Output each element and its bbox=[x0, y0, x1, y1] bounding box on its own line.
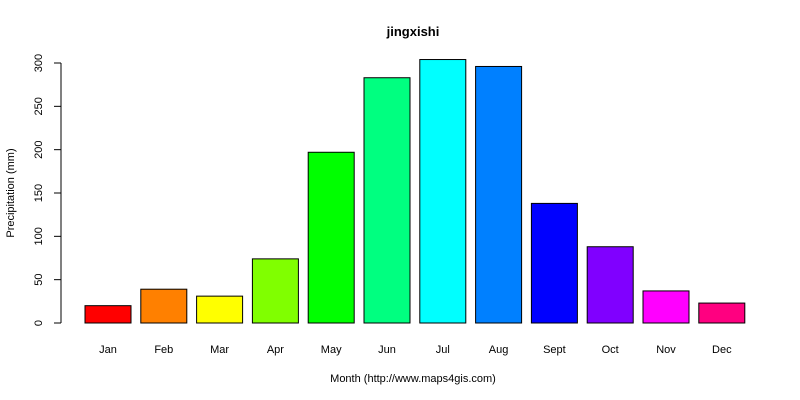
y-tick-label: 0 bbox=[33, 320, 45, 326]
bar-jul bbox=[419, 59, 467, 324]
x-tick-label: Sept bbox=[543, 344, 566, 356]
x-tick-label: Aug bbox=[489, 344, 509, 356]
chart-title: jingxishi bbox=[386, 24, 440, 39]
x-axis-labels: Jan Feb Mar Apr May Jun Jul Aug Sept Oct Nov Dec bbox=[99, 344, 732, 356]
x-tick-label: Mar bbox=[210, 344, 229, 356]
x-tick-label: Apr bbox=[267, 344, 284, 356]
bars bbox=[84, 59, 746, 324]
y-axis: 0 50 100 150 200 250 300 bbox=[33, 54, 62, 326]
x-tick-label: Dec bbox=[712, 344, 732, 356]
y-tick-label: 150 bbox=[33, 184, 45, 202]
bar-aug bbox=[475, 65, 523, 324]
x-tick-label: Feb bbox=[154, 344, 173, 356]
x-axis-title: Month (http://www.maps4gis.com) bbox=[330, 373, 496, 385]
bar-apr bbox=[251, 258, 299, 324]
x-tick-label: Jul bbox=[436, 344, 450, 356]
y-tick-label: 100 bbox=[33, 227, 45, 245]
y-axis-title: Precipitation (mm) bbox=[5, 148, 17, 237]
bar-oct bbox=[586, 246, 634, 324]
bar-sept bbox=[530, 202, 578, 324]
bar-nov bbox=[642, 290, 690, 324]
bar-feb bbox=[140, 288, 188, 324]
y-tick-label: 50 bbox=[33, 274, 45, 286]
bar-jun bbox=[363, 77, 411, 324]
y-tick-label: 300 bbox=[33, 54, 45, 72]
bar-jan bbox=[84, 305, 132, 324]
x-tick-label: Jun bbox=[378, 344, 396, 356]
y-tick-label: 200 bbox=[33, 140, 45, 158]
y-tick-label: 250 bbox=[33, 97, 45, 115]
x-tick-label: Jan bbox=[99, 344, 117, 356]
bar-dec bbox=[698, 302, 746, 324]
bar-may bbox=[307, 151, 355, 324]
x-tick-label: Nov bbox=[656, 344, 676, 356]
x-tick-label: May bbox=[321, 344, 342, 356]
bar-mar bbox=[196, 295, 244, 324]
x-tick-label: Oct bbox=[602, 344, 619, 356]
